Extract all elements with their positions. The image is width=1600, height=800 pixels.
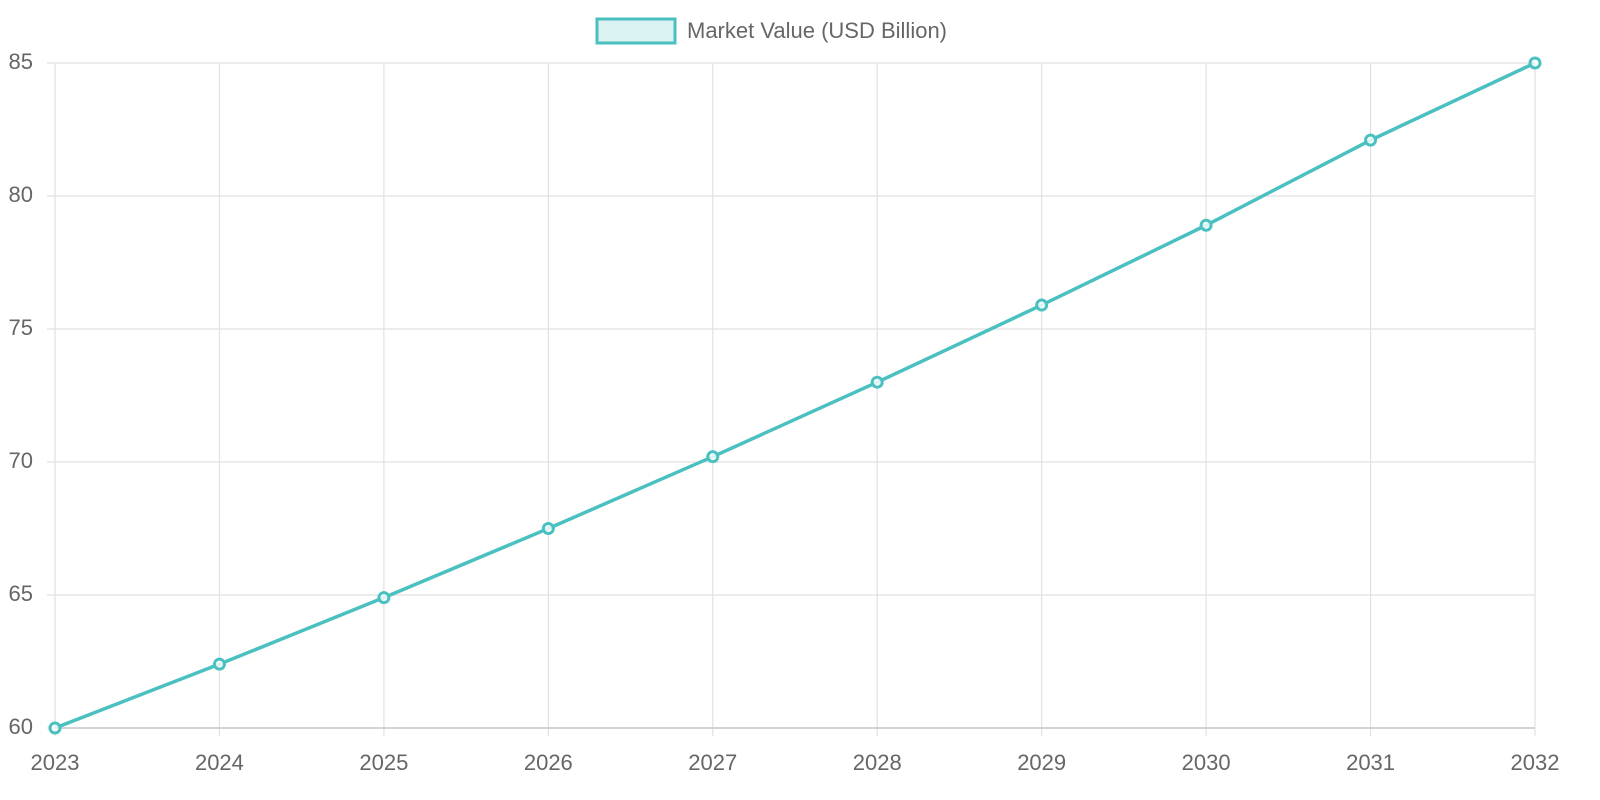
x-tick-label: 2028	[853, 750, 902, 775]
x-tick-label: 2027	[688, 750, 737, 775]
y-tick-label: 65	[9, 581, 33, 606]
data-point	[706, 450, 720, 464]
data-point	[212, 657, 226, 671]
legend-swatch	[595, 17, 677, 45]
data-point	[1364, 133, 1378, 147]
x-tick-label: 2023	[31, 750, 80, 775]
y-tick-label: 70	[9, 448, 33, 473]
legend-label: Market Value (USD Billion)	[687, 18, 947, 43]
x-tick-label: 2031	[1346, 750, 1395, 775]
legend-item: Market Value (USD Billion)	[595, 17, 947, 45]
x-tick-label: 2024	[195, 750, 244, 775]
data-point	[870, 375, 884, 389]
y-tick-label: 75	[9, 315, 33, 340]
y-tick-label: 85	[9, 49, 33, 74]
data-point	[1199, 218, 1213, 232]
x-tick-label: 2026	[524, 750, 573, 775]
x-tick-label: 2030	[1182, 750, 1231, 775]
data-point	[1528, 56, 1542, 70]
y-tick-label: 60	[9, 714, 33, 739]
data-point	[541, 522, 555, 535]
x-tick-label: 2025	[359, 750, 408, 775]
x-tick-label: 2029	[1017, 750, 1066, 775]
data-point	[1035, 298, 1049, 312]
x-tick-label: 2032	[1511, 750, 1560, 775]
data-line	[54, 61, 1536, 730]
data-point	[48, 721, 62, 735]
data-point	[377, 591, 391, 605]
y-tick-label: 80	[9, 182, 33, 207]
